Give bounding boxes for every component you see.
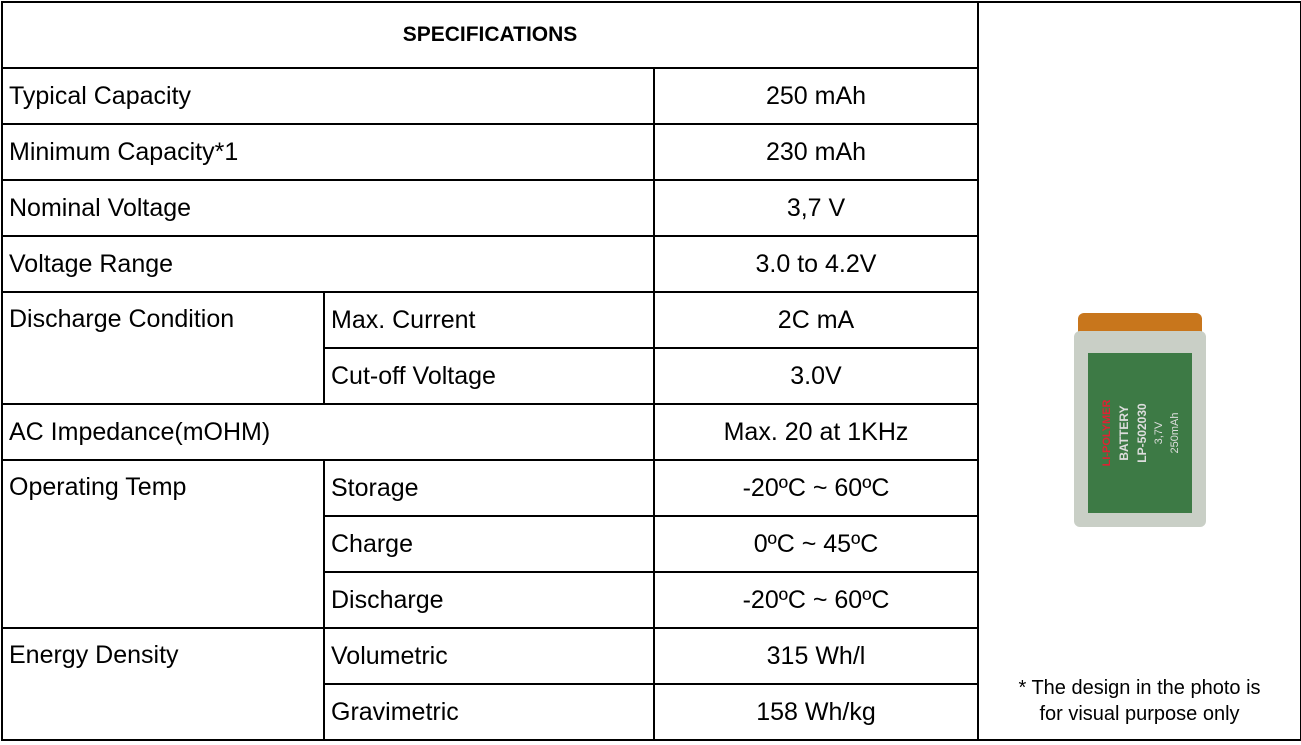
sub-label: Volumetric [324,628,654,684]
value: -20ºC ~ 60ºC [654,460,978,516]
photo-text: 3,7V [1153,421,1165,444]
label: Nominal Voltage [2,180,654,236]
photo-cell: LI-POLYMER BATTERY LP-502030 3,7V 250mAh… [978,2,1301,740]
note: * The design in the photo is for visual … [1015,675,1265,727]
label: AC Impedance(mOHM) [2,404,654,460]
sub-label: Charge [324,516,654,572]
battery-photo: LI-POLYMER BATTERY LP-502030 3,7V 250mAh [1040,305,1240,545]
sub-label: Discharge [324,572,654,628]
sub-label: Gravimetric [324,684,654,740]
header: SPECIFICATIONS [2,2,978,68]
value: 230 mAh [654,124,978,180]
value: 158 Wh/kg [654,684,978,740]
photo-text: BATTERY [1117,405,1131,460]
photo-text: 250mAh [1169,413,1181,454]
value: 0ºC ~ 45ºC [654,516,978,572]
value: 3,7 V [654,180,978,236]
spec-table: SPECIFICATIONS LI-POLYMER BATTERY LP-502… [1,1,1301,741]
page: SPECIFICATIONS LI-POLYMER BATTERY LP-502… [0,1,1301,745]
value: 315 Wh/l [654,628,978,684]
group-label: Operating Temp [2,460,324,628]
label: Typical Capacity [2,68,654,124]
value: 3.0 to 4.2V [654,236,978,292]
photo-text: LP-502030 [1135,403,1149,463]
sub-label: Storage [324,460,654,516]
sub-label: Max. Current [324,292,654,348]
value: Max. 20 at 1KHz [654,404,978,460]
group-label: Discharge Condition [2,292,324,404]
value: 250 mAh [654,68,978,124]
value: 3.0V [654,348,978,404]
label: Minimum Capacity*1 [2,124,654,180]
group-label: Energy Density [2,628,324,740]
sub-label: Cut-off Voltage [324,348,654,404]
photo-text: LI-POLYMER [1101,400,1113,467]
label: Voltage Range [2,236,654,292]
value: -20ºC ~ 60ºC [654,572,978,628]
value: 2C mA [654,292,978,348]
